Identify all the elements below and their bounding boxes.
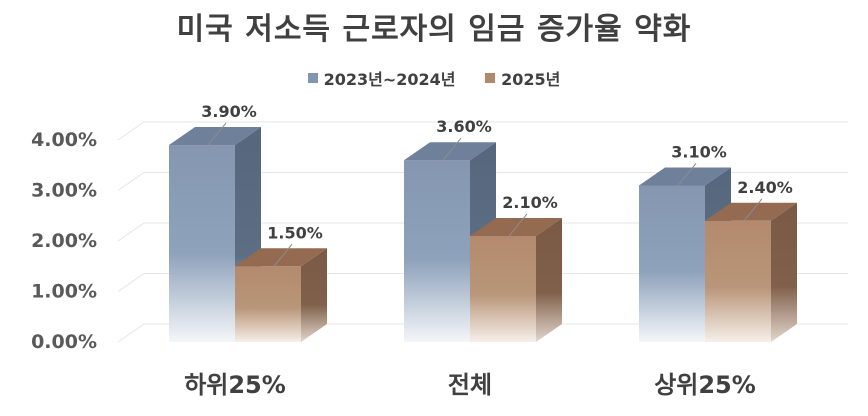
legend-swatch-series-1 xyxy=(307,73,318,83)
data-label: 3.90% xyxy=(201,102,257,121)
data-label: 3.60% xyxy=(436,117,492,136)
data-label: 2.40% xyxy=(737,178,793,197)
legend-item-series-1: 2023년~2024년 xyxy=(307,66,456,90)
leader-line xyxy=(442,137,462,161)
gridline xyxy=(117,323,848,343)
x-category-label: 전체 xyxy=(448,371,492,399)
leader-line xyxy=(273,243,293,267)
gridline xyxy=(117,172,848,191)
gridline xyxy=(117,273,848,292)
y-tick-label: 3.00% xyxy=(31,180,97,202)
data-label: 1.50% xyxy=(267,223,323,242)
data-label: 2.10% xyxy=(502,193,558,212)
leader-line xyxy=(743,198,763,222)
legend-item-series-2: 2025년 xyxy=(485,66,560,90)
y-tick-label: 2.00% xyxy=(31,230,97,252)
bar xyxy=(169,145,235,342)
y-tick-label: 4.00% xyxy=(31,129,97,151)
bar xyxy=(404,160,470,342)
bar xyxy=(235,266,301,342)
bar-side xyxy=(301,248,327,342)
y-tick-label: 1.00% xyxy=(31,281,97,303)
leader-line xyxy=(207,122,227,146)
bar xyxy=(705,220,771,342)
legend: 2023년~2024년 2025년 xyxy=(0,66,868,90)
leader-line xyxy=(677,163,697,186)
data-label: 3.10% xyxy=(671,142,727,161)
bar-side xyxy=(771,202,797,342)
gridline xyxy=(117,222,848,242)
legend-label-series-1: 2023년~2024년 xyxy=(323,70,456,89)
legend-label-series-2: 2025년 xyxy=(501,70,561,89)
bar xyxy=(470,235,536,342)
y-tick-label: 0.00% xyxy=(31,331,97,353)
x-category-label: 하위25% xyxy=(184,371,286,399)
x-category-label: 상위25% xyxy=(654,371,756,399)
legend-swatch-series-2 xyxy=(485,73,496,83)
chart-title: 미국 저소득 근로자의 임금 증가율 약화 xyxy=(176,12,692,47)
bar xyxy=(639,185,705,342)
leader-line xyxy=(508,213,528,237)
bar-side xyxy=(536,217,562,342)
gridline xyxy=(117,121,848,141)
